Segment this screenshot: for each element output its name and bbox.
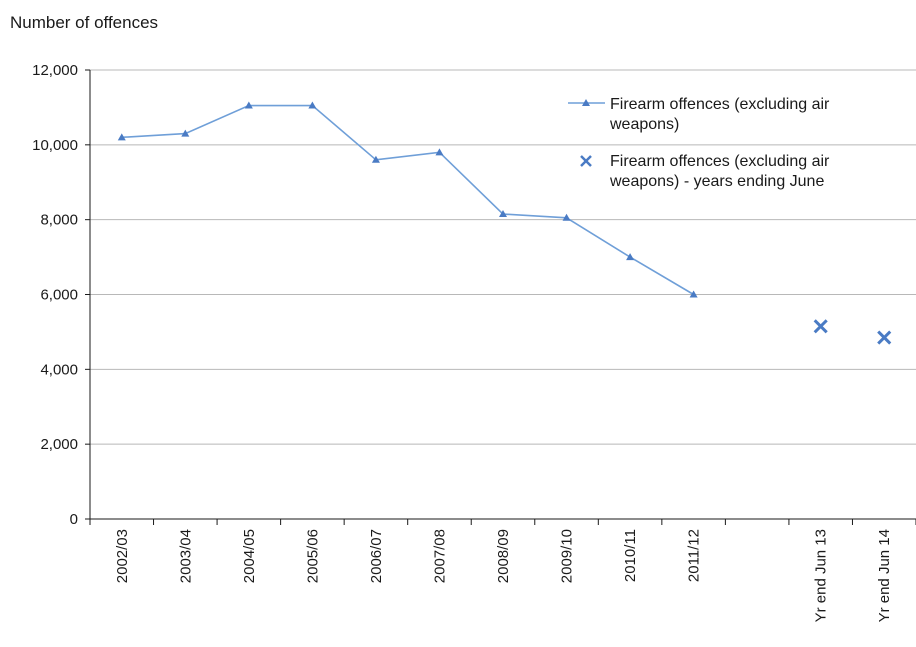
x-tick-label: 2002/03: [114, 529, 131, 583]
x-ticks: 2002/03 2003/04 2004/05 2005/06 2006/07 2007/…: [89, 519, 916, 622]
x-tick-label: 2003/04: [177, 529, 194, 583]
series-line: [121, 104, 695, 296]
legend-label-series-2: Firearm offences (excluding air: [610, 153, 830, 170]
y-tick-label: 2,000: [40, 436, 78, 453]
y-tick-label: 12,000: [32, 62, 78, 79]
data-point-x: [813, 319, 828, 334]
legend: Firearm offences (excluding air weapons)…: [568, 96, 830, 190]
x-tick-label: 2004/05: [241, 529, 258, 583]
x-stroke: [877, 330, 892, 345]
gridlines: [90, 69, 916, 445]
data-point-triangle: [626, 253, 635, 261]
y-tick-label: 0: [70, 511, 78, 528]
y-tick-label: 4,000: [40, 361, 78, 378]
legend-label-series-1-cont: weapons): [609, 116, 679, 133]
x-tick-label: 2005/06: [304, 529, 321, 583]
data-point-triangle: [244, 101, 253, 109]
x-tick-label: 2007/08: [431, 529, 448, 583]
y-ticks: 0 2,000 4,000 6,000 8,000 10,000 12,000: [32, 62, 90, 528]
x-stroke: [813, 319, 828, 334]
y-tick-label: 10,000: [32, 137, 78, 154]
data-point-triangle: [181, 129, 190, 137]
x-tick-label: 2011/12: [686, 529, 703, 582]
data-point-triangle: [117, 133, 126, 141]
data-point-triangle: [562, 213, 571, 221]
x-tick-label: 2008/09: [495, 529, 512, 583]
x-tick-label: 2006/07: [368, 529, 385, 583]
legend-x-marker: [580, 155, 592, 167]
legend-label-series-1: Firearm offences (excluding air: [610, 96, 830, 113]
x-tick-label: 2010/11: [622, 529, 639, 582]
data-point-triangle: [435, 148, 444, 156]
y-tick-label: 8,000: [40, 212, 78, 229]
y-axis-title: Number of offences: [10, 13, 159, 32]
x-tick-label: Yr end Jun 14: [876, 529, 893, 622]
x-tick-label: Yr end Jun 13: [813, 529, 830, 622]
data-point-triangle: [308, 101, 317, 109]
data-point-triangle: [689, 290, 698, 298]
y-tick-label: 6,000: [40, 287, 78, 304]
data-point-triangle: [371, 155, 380, 163]
legend-triangle-marker: [582, 99, 590, 106]
series: [117, 101, 892, 345]
data-point-triangle: [499, 210, 507, 218]
x-tick-label: 2009/10: [559, 529, 576, 583]
data-point-x: [877, 330, 892, 345]
legend-label-series-2-cont: weapons) - years ending June: [609, 173, 824, 190]
